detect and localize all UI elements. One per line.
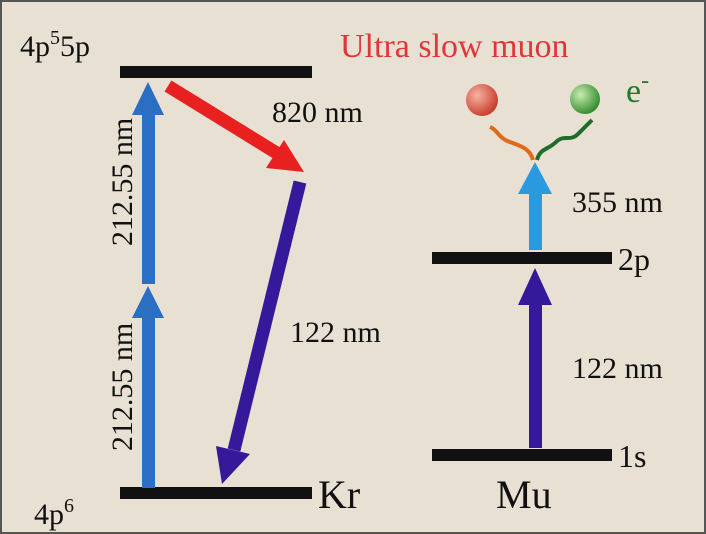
transition-label: 212.55 nm [106,118,139,246]
muon [466,84,498,116]
transition-label: 820 nm [272,96,363,129]
superscript: 6 [64,495,74,517]
transition-label: 355 nm [572,186,663,219]
transition-label: 122 nm [290,316,381,349]
kr-label: Kr [318,472,360,517]
kr-lower-level [120,487,312,499]
text: 5p [60,30,90,63]
mu-2p-label: 2p [618,241,650,277]
superscript: 5 [50,27,60,49]
diagram: Ultra slow muon 4p55p 4p6 Kr Mu 2p 1s 82… [0,0,706,534]
mu-2p-level [432,252,612,264]
mu-label: Mu [496,472,552,517]
mu-1s-label: 1s [618,438,646,474]
text: e [626,73,641,110]
kr-upper-level [120,66,312,78]
text: 4p [20,30,50,63]
title: Ultra slow muon [340,28,569,65]
page: Ultra slow muon 4p55p 4p6 Kr Mu 2p 1s 82… [0,0,706,534]
mu-1s-level [432,449,612,461]
electron [570,84,600,114]
superscript: - [641,68,649,94]
transition-label: 212.55 nm [106,323,139,451]
transition-label: 122 nm [572,352,663,385]
text: 4p [34,498,64,531]
